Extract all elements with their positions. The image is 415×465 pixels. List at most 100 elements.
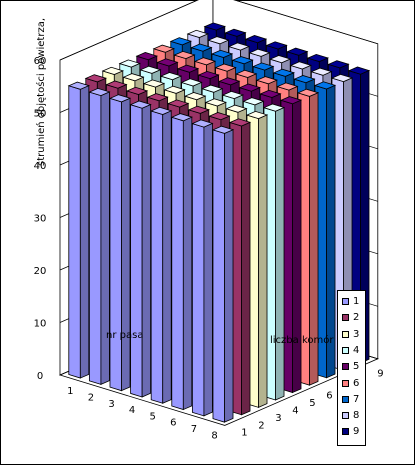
bar-top (330, 73, 354, 83)
legend-label: 3 (353, 328, 360, 340)
bar-side (224, 129, 234, 423)
z-tick-label: 3 (275, 413, 281, 424)
bar-top (67, 81, 90, 90)
legend-entry: 4 (342, 345, 364, 357)
y-tick-label: 50 (34, 109, 47, 120)
bar (150, 106, 173, 404)
bar-top (173, 50, 196, 60)
bar-top (218, 77, 241, 86)
z-tick-label: 4 (292, 406, 298, 417)
bar-top (221, 90, 244, 100)
bar-top (259, 89, 282, 98)
x-tick-label: 6 (170, 418, 176, 429)
bar-top (193, 57, 217, 66)
bar-top (186, 29, 209, 38)
bar-top (105, 80, 128, 89)
bar-front (68, 85, 81, 379)
bar-top (152, 44, 175, 53)
bar (88, 87, 111, 385)
legend-entry: 2 (342, 312, 364, 324)
x-tick-label: 8 (211, 430, 217, 441)
y-axis-title: strumień objętości powietrza, (35, 18, 47, 166)
bar-top (347, 66, 371, 75)
bar-front (88, 91, 102, 385)
y-tick-label: 10 (34, 319, 47, 330)
bar-front (171, 116, 184, 411)
bar-top (187, 105, 210, 114)
y-tick-label: 60 (34, 56, 47, 67)
bar-top (296, 88, 320, 97)
bar-top (135, 52, 158, 61)
bar-top (289, 61, 312, 70)
bar-side (258, 114, 268, 408)
bar-side (275, 106, 285, 401)
bar-top (142, 79, 166, 88)
legend-swatch (342, 395, 349, 403)
z-tick-label: 9 (377, 369, 383, 380)
x-tick-label: 3 (108, 399, 114, 410)
bar-front (212, 129, 225, 423)
bar-top (293, 75, 316, 84)
bar-top (180, 78, 203, 87)
legend-entry: 6 (342, 378, 364, 390)
bar-top (208, 112, 231, 121)
y-tick-label: 20 (34, 266, 47, 277)
bar-top (310, 67, 333, 76)
legend-entry: 3 (342, 329, 364, 341)
legend-label: 4 (353, 344, 360, 356)
bar-side (79, 85, 90, 379)
bar-side (182, 116, 193, 411)
z-axis-title: liczba komór (270, 334, 334, 346)
bar-side (203, 122, 213, 417)
bar-top (227, 42, 251, 51)
bar-top (272, 68, 295, 77)
bar-top (235, 69, 258, 78)
legend-swatch (342, 314, 349, 322)
x-tick-label: 7 (191, 424, 197, 435)
legend: 1 2 3 4 5 6 7 8 9 (337, 290, 366, 446)
bar (170, 113, 193, 411)
bar-top (286, 47, 309, 56)
bar-top (224, 28, 247, 37)
bar-top (306, 53, 329, 63)
bar-front (150, 110, 164, 404)
y-tick-label: 30 (34, 214, 47, 225)
bar-top (228, 118, 252, 127)
bar (191, 119, 214, 417)
legend-entry: 8 (342, 410, 364, 422)
bar-top (327, 60, 350, 69)
bar-front (109, 97, 122, 392)
bar-top (191, 119, 214, 128)
z-tick-label: 5 (309, 398, 315, 409)
bar-top (156, 58, 179, 67)
bar-front (130, 104, 143, 398)
y-tick-label: 40 (34, 161, 47, 172)
bar-top (201, 84, 224, 93)
legend-label: 5 (353, 361, 360, 373)
bar-top (276, 82, 299, 91)
bar-top (245, 110, 269, 120)
bar-top (211, 125, 235, 134)
bar-top (207, 36, 230, 45)
legend-label: 2 (353, 312, 360, 324)
z-tick-label: 1 (241, 428, 247, 439)
bar-top (122, 73, 145, 82)
bar-top (184, 92, 207, 101)
bar-top (242, 97, 265, 106)
legend-entry: 9 (342, 426, 364, 438)
bar (211, 125, 235, 423)
bar-top (269, 55, 292, 64)
x-tick-label: 1 (67, 386, 73, 397)
bar-top (262, 103, 286, 112)
bar-top (238, 83, 261, 92)
legend-swatch (342, 363, 349, 371)
bar-side (241, 121, 251, 416)
bar-top (252, 62, 275, 71)
legend-swatch (342, 346, 349, 354)
bar-top (225, 104, 248, 113)
x-tick-label: 2 (88, 392, 94, 403)
legend-entry: 1 (342, 296, 364, 308)
bar-top (313, 81, 337, 90)
bar-top (190, 43, 213, 52)
bar-side (121, 97, 131, 392)
